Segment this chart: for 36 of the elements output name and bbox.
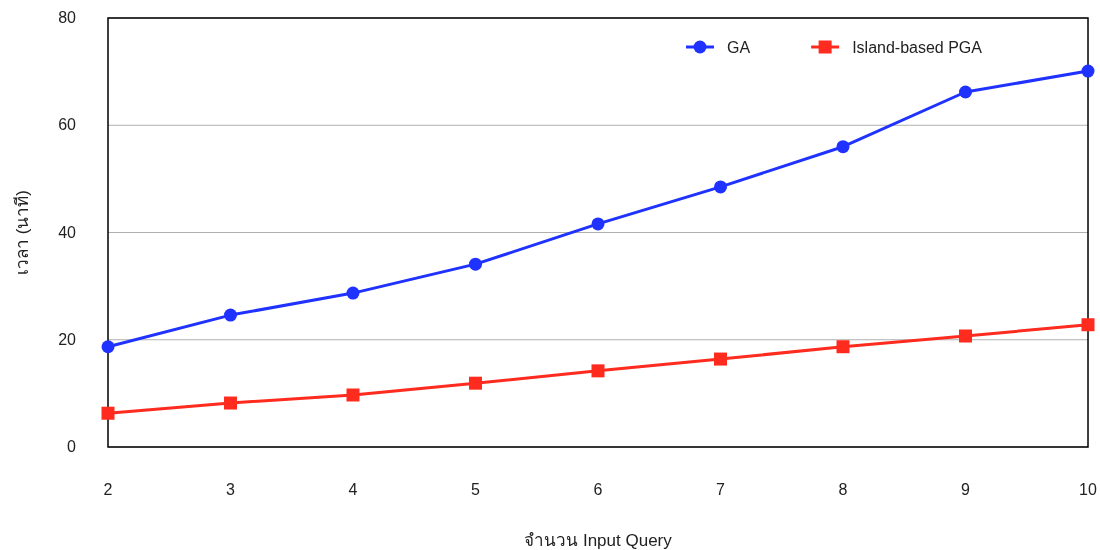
x-tick-label: 9 bbox=[961, 481, 971, 498]
x-tick-label: 6 bbox=[593, 481, 603, 498]
x-tick-label: 3 bbox=[226, 481, 236, 498]
y-tick-label: 60 bbox=[58, 116, 77, 134]
legend-label: GA bbox=[727, 39, 751, 56]
point bbox=[469, 257, 482, 271]
point bbox=[959, 85, 972, 99]
y-tick-label: 80 bbox=[58, 9, 77, 26]
point bbox=[224, 396, 237, 410]
point bbox=[469, 376, 482, 390]
point bbox=[714, 352, 727, 366]
x-tick-label: 2 bbox=[103, 481, 113, 498]
y-tick-label: 40 bbox=[58, 223, 77, 241]
x-tick-label: 8 bbox=[838, 481, 848, 498]
y-axis-title: เวลา (นาที) bbox=[13, 189, 32, 276]
point bbox=[714, 180, 727, 194]
point bbox=[101, 340, 115, 354]
point bbox=[1081, 318, 1095, 332]
x-tick-label: 4 bbox=[348, 481, 358, 498]
point bbox=[591, 217, 605, 231]
y-tick-label: 20 bbox=[58, 330, 77, 348]
x-tick-label: 10 bbox=[1079, 481, 1097, 498]
point bbox=[1081, 64, 1095, 78]
y-tick-label: 0 bbox=[67, 438, 77, 455]
point bbox=[959, 329, 972, 343]
x-tick-label: 5 bbox=[471, 481, 481, 498]
point bbox=[101, 406, 115, 420]
x-tick-label: 7 bbox=[716, 481, 726, 498]
point bbox=[346, 286, 360, 300]
legend-label: Island-based PGA bbox=[852, 39, 983, 56]
point bbox=[591, 364, 605, 378]
x-axis-title: จำนวน Input Query bbox=[524, 531, 673, 550]
point bbox=[346, 388, 360, 402]
point bbox=[224, 308, 237, 322]
point bbox=[836, 140, 850, 154]
point bbox=[836, 340, 850, 354]
